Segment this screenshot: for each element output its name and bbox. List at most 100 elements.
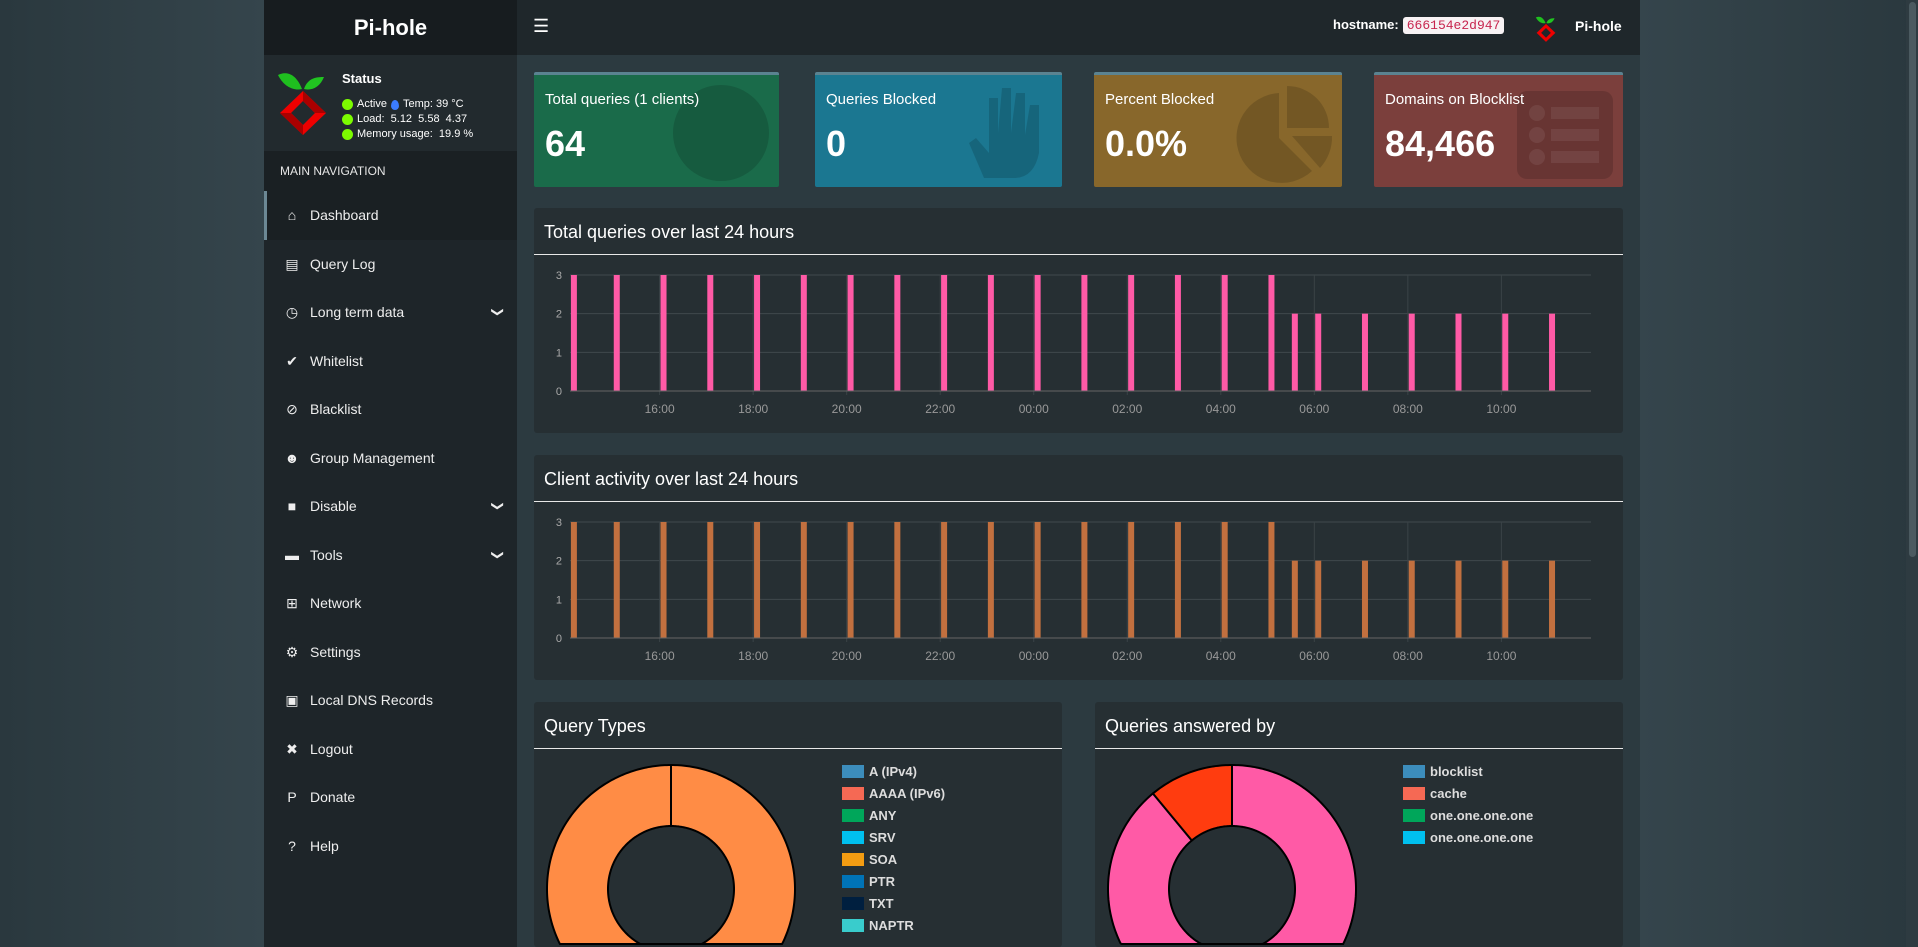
- sidebar-item-whitelist[interactable]: ✔ Whitelist: [264, 337, 517, 386]
- sidebar-item-group-management[interactable]: ☻ Group Management: [264, 434, 517, 483]
- legend-item[interactable]: one.one.one.one: [1403, 826, 1533, 848]
- scrollbar[interactable]: [1906, 0, 1918, 947]
- bar[interactable]: [707, 522, 714, 638]
- sidebar-item-local-dns-records[interactable]: ▣ Local DNS Records: [264, 676, 517, 725]
- bar[interactable]: [1361, 313, 1368, 391]
- bar[interactable]: [707, 275, 714, 391]
- stat-card-total-queries-clients[interactable]: Total queries (1 clients) 64: [534, 72, 779, 187]
- bar[interactable]: [1174, 275, 1181, 391]
- bar[interactable]: [1268, 275, 1275, 391]
- bar[interactable]: [894, 275, 901, 391]
- bar[interactable]: [1549, 313, 1556, 391]
- legend-item[interactable]: A (IPv4): [842, 760, 945, 782]
- sidebar-item-help[interactable]: ? Help: [264, 822, 517, 871]
- legend-item[interactable]: ANY: [842, 804, 945, 826]
- bar[interactable]: [1408, 560, 1415, 638]
- legend-item[interactable]: blocklist: [1403, 760, 1533, 782]
- bar[interactable]: [1034, 522, 1041, 638]
- legend-item[interactable]: PTR: [842, 870, 945, 892]
- sidebar-item-dashboard[interactable]: ⌂ Dashboard: [264, 191, 517, 240]
- legend-item[interactable]: SRV: [842, 826, 945, 848]
- bar[interactable]: [894, 522, 901, 638]
- bar[interactable]: [1455, 560, 1462, 638]
- bar[interactable]: [1268, 522, 1275, 638]
- bar[interactable]: [660, 275, 667, 391]
- sidebar-item-logout[interactable]: ✖ Logout: [264, 725, 517, 774]
- bar[interactable]: [660, 522, 667, 638]
- logo-text-pi: Pi-: [353, 14, 382, 40]
- bars-icon[interactable]: ☰: [533, 16, 550, 36]
- logo[interactable]: Pi-hole: [264, 0, 517, 55]
- bar[interactable]: [1081, 522, 1088, 638]
- bar[interactable]: [1361, 560, 1368, 638]
- bar[interactable]: [1081, 275, 1088, 391]
- sidebar-item-blacklist[interactable]: ⊘ Blacklist: [264, 385, 517, 434]
- bar[interactable]: [1291, 313, 1298, 391]
- bar[interactable]: [754, 275, 761, 391]
- sidebar-item-tools[interactable]: ▬ Tools ❯: [264, 531, 517, 580]
- bar[interactable]: [1291, 560, 1298, 638]
- bar[interactable]: [1502, 560, 1509, 638]
- page-background-right: [1640, 0, 1918, 947]
- sidebar-item-label: Network: [310, 595, 362, 612]
- bar[interactable]: [800, 522, 807, 638]
- sidebar-item-long-term-data[interactable]: ◷ Long term data ❯: [264, 288, 517, 337]
- stat-card-domains-on-blocklist[interactable]: Domains on Blocklist 84,466: [1374, 72, 1623, 187]
- bar[interactable]: [570, 275, 577, 391]
- bar[interactable]: [1128, 522, 1135, 638]
- main-navigation-header: MAIN NAVIGATION: [264, 151, 517, 191]
- bar[interactable]: [1221, 522, 1228, 638]
- bar[interactable]: [1128, 275, 1135, 391]
- sidebar-item-settings[interactable]: ⚙ Settings: [264, 628, 517, 677]
- bar[interactable]: [1315, 560, 1322, 638]
- bar[interactable]: [613, 522, 620, 638]
- bar[interactable]: [1455, 313, 1462, 391]
- stat-card-queries-blocked[interactable]: Queries Blocked 0: [815, 72, 1062, 187]
- legend-item[interactable]: cache: [1403, 782, 1533, 804]
- pihole-header-logo-icon[interactable]: [1535, 13, 1557, 43]
- bar[interactable]: [800, 275, 807, 391]
- bar[interactable]: [847, 275, 854, 391]
- bar[interactable]: [1174, 522, 1181, 638]
- legend-item[interactable]: AAAA (IPv6): [842, 782, 945, 804]
- bar[interactable]: [1034, 275, 1041, 391]
- x-tick-label: 22:00: [925, 402, 955, 416]
- x-tick-label: 02:00: [1112, 649, 1142, 663]
- y-tick-label: 1: [556, 347, 562, 359]
- bar[interactable]: [613, 275, 620, 391]
- sidebar-item-query-log[interactable]: ▤ Query Log: [264, 240, 517, 289]
- queries-answered-legend: blocklist cache one.one.one.one one.one.one…: [1403, 760, 1533, 848]
- bar[interactable]: [754, 522, 761, 638]
- sidebar-item-disable[interactable]: ■ Disable ❯: [264, 482, 517, 531]
- bar[interactable]: [570, 522, 577, 638]
- legend-label: ANY: [869, 807, 897, 823]
- client-activity-chart: 0 1 2 3 16:00 18:00 20:00 22:00 00:00 02:00 04:00 0…: [556, 517, 1591, 663]
- scrollbar-thumb[interactable]: [1909, 2, 1916, 557]
- legend-item[interactable]: SOA: [842, 848, 945, 870]
- bar[interactable]: [987, 275, 994, 391]
- bar[interactable]: [1221, 275, 1228, 391]
- bar[interactable]: [847, 522, 854, 638]
- legend-swatch: [842, 918, 864, 932]
- header-brand[interactable]: Pi-hole: [1575, 18, 1622, 34]
- stat-value: 0: [826, 123, 847, 164]
- x-tick-label: 06:00: [1299, 402, 1329, 416]
- sidebar-item-network[interactable]: ⊞ Network: [264, 579, 517, 628]
- legend-item[interactable]: one.one.one.one: [1403, 804, 1533, 826]
- legend-item[interactable]: NAPTR: [842, 914, 945, 936]
- stat-card-percent-blocked[interactable]: Percent Blocked 0.0%: [1094, 72, 1342, 187]
- x-tick-label: 10:00: [1486, 649, 1516, 663]
- legend-label: one.one.one.one: [1430, 807, 1534, 823]
- bar[interactable]: [1502, 313, 1509, 391]
- bar[interactable]: [941, 275, 948, 391]
- pie-slice[interactable]: [545, 763, 797, 945]
- sidebar-item-donate[interactable]: P Donate: [264, 773, 517, 822]
- bar[interactable]: [1408, 313, 1415, 391]
- status-temp: Temp: 39 °C: [402, 98, 464, 110]
- bar[interactable]: [1549, 560, 1556, 638]
- folder-icon: ▬: [285, 546, 299, 563]
- bar[interactable]: [987, 522, 994, 638]
- bar[interactable]: [1315, 313, 1322, 391]
- bar[interactable]: [941, 522, 948, 638]
- legend-item[interactable]: TXT: [842, 892, 945, 914]
